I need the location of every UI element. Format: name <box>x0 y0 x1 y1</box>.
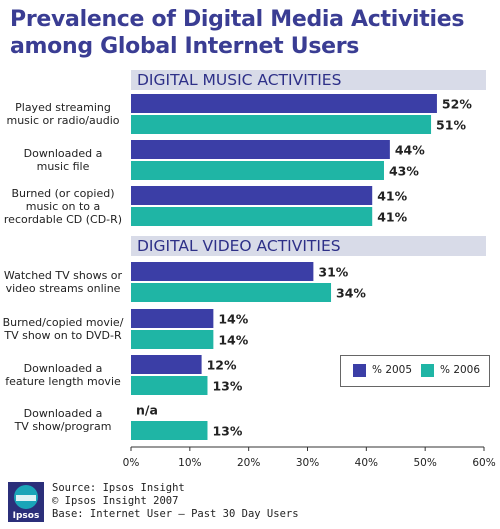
bar-2005 <box>131 186 373 205</box>
bar-2006 <box>131 421 208 440</box>
bar-2005 <box>131 262 314 281</box>
source-line-3: Base: Internet User – Past 30 Day Users <box>52 508 299 520</box>
category-label: Downloaded a TV show/program <box>14 407 112 433</box>
source-line-1: Source: Ipsos Insight <box>52 482 185 494</box>
x-tick-label: 20% <box>237 457 260 469</box>
data-label: 13% <box>212 424 242 439</box>
legend-swatch-2005 <box>353 364 366 377</box>
legend-label-2005: % 2005 <box>372 364 413 376</box>
source-line-2: © Ipsos Insight 2007 <box>52 495 179 507</box>
data-label: 44% <box>395 143 425 158</box>
x-tick-label: 0% <box>123 457 140 469</box>
x-tick-label: 60% <box>472 457 495 469</box>
x-tick-label: 50% <box>413 457 436 469</box>
bar-2006 <box>131 330 214 349</box>
legend-label-2006: % 2006 <box>440 364 481 376</box>
category-label: Watched TV shows or video streams online <box>3 269 123 295</box>
category-label: Downloaded a feature length movie <box>5 362 121 388</box>
data-label: 41% <box>377 210 407 225</box>
data-label: 31% <box>318 265 348 280</box>
section-title-1: DIGITAL MUSIC ACTIVITIES <box>137 71 342 89</box>
section-title-2: DIGITAL VIDEO ACTIVITIES <box>137 237 341 255</box>
bar-2006 <box>131 207 373 226</box>
data-label: n/a <box>136 403 158 418</box>
chart-title-line-2: among Global Internet Users <box>10 34 360 59</box>
bar-2005 <box>131 355 202 374</box>
ipsos-logo-text: Ipsos <box>13 511 40 521</box>
data-label: 14% <box>218 312 248 327</box>
data-label: 12% <box>207 358 237 373</box>
section-header-bg-1 <box>131 70 486 90</box>
ipsos-logo: Ipsos <box>8 482 44 522</box>
bar-2006 <box>131 283 332 302</box>
x-tick-label: 40% <box>355 457 378 469</box>
bar-2005 <box>131 140 390 159</box>
data-label: 51% <box>436 118 466 133</box>
chart-title-line-1: Prevalence of Digital Media Activities <box>10 7 465 32</box>
section-header-bg-2 <box>131 236 486 256</box>
legend-swatch-2006 <box>421 364 434 377</box>
data-label: 13% <box>212 379 242 394</box>
legend: % 2005 % 2006 <box>340 355 490 387</box>
data-label: 14% <box>218 333 248 348</box>
bar-2005 <box>131 309 214 328</box>
bar-2005 <box>131 94 437 113</box>
category-label: Played streaming music or radio/audio <box>6 101 120 127</box>
ipsos-logo-mark: Ipsos <box>8 482 44 522</box>
x-tick-label: 30% <box>296 457 319 469</box>
bar-2006 <box>131 161 384 180</box>
bar-2006 <box>131 115 432 134</box>
data-label: 34% <box>336 286 366 301</box>
category-label: Burned (or copied) music on to a recorda… <box>3 186 123 226</box>
bar-2006 <box>131 376 208 395</box>
x-tick-label: 10% <box>178 457 201 469</box>
data-label: 43% <box>389 164 419 179</box>
category-label: Burned/copied movie/ TV show on to DVD-R <box>2 316 124 342</box>
source-note: Source: Ipsos Insight © Ipsos Insight 20… <box>52 482 299 521</box>
data-label: 52% <box>442 97 472 112</box>
data-label: 41% <box>377 189 407 204</box>
category-label: Downloaded a music file <box>23 147 103 173</box>
